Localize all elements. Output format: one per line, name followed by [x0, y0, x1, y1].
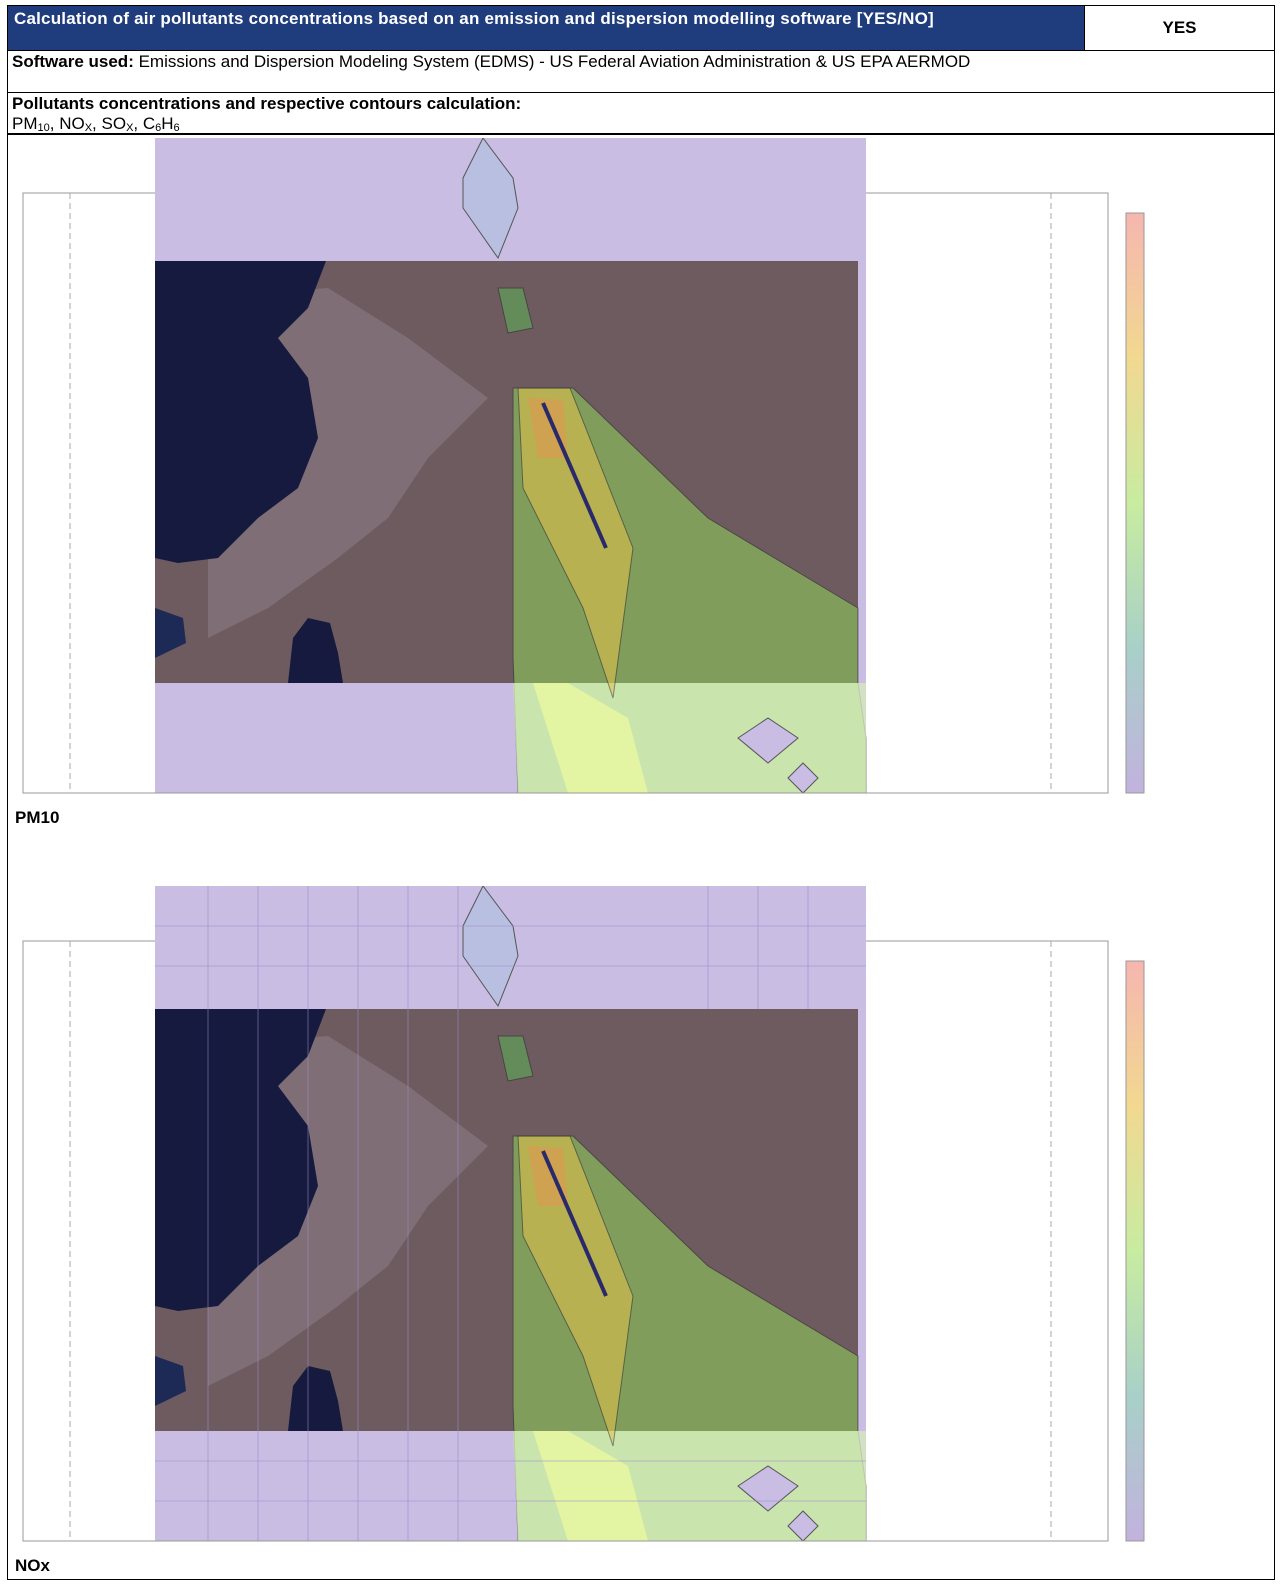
software-text: Emissions and Dispersion Modeling System…: [134, 52, 970, 71]
pollutant-text: , NO: [50, 114, 85, 133]
pollutants-label: Pollutants concentrations and respective…: [12, 94, 521, 113]
figure-caption: NOx: [15, 1556, 50, 1576]
subscript: 10: [38, 122, 50, 134]
software-row: Software used: Emissions and Dispersion …: [7, 50, 1275, 93]
map-image: [8, 138, 1268, 798]
figure-caption: PM10: [15, 808, 59, 828]
subscript: 6: [174, 122, 180, 134]
header-title: Calculation of air pollutants concentrat…: [7, 5, 1085, 51]
pollutant-list: PM10, NOX, SOX, C6H6: [12, 114, 180, 133]
map-image: [8, 886, 1268, 1546]
pollutant-text: H: [161, 114, 173, 133]
pollutants-row: Pollutants concentrations and respective…: [7, 92, 1275, 135]
nox-map: [8, 886, 1268, 1546]
document: Calculation of air pollutants concentrat…: [0, 0, 1283, 1588]
subscript: X: [85, 122, 92, 134]
pollutant-text: PM: [12, 114, 38, 133]
pollutant-text: , C: [133, 114, 155, 133]
software-label: Software used:: [12, 52, 134, 71]
header-answer: YES: [1084, 5, 1275, 51]
pollutant-text: , SO: [92, 114, 126, 133]
pm10-map: [8, 138, 1268, 798]
